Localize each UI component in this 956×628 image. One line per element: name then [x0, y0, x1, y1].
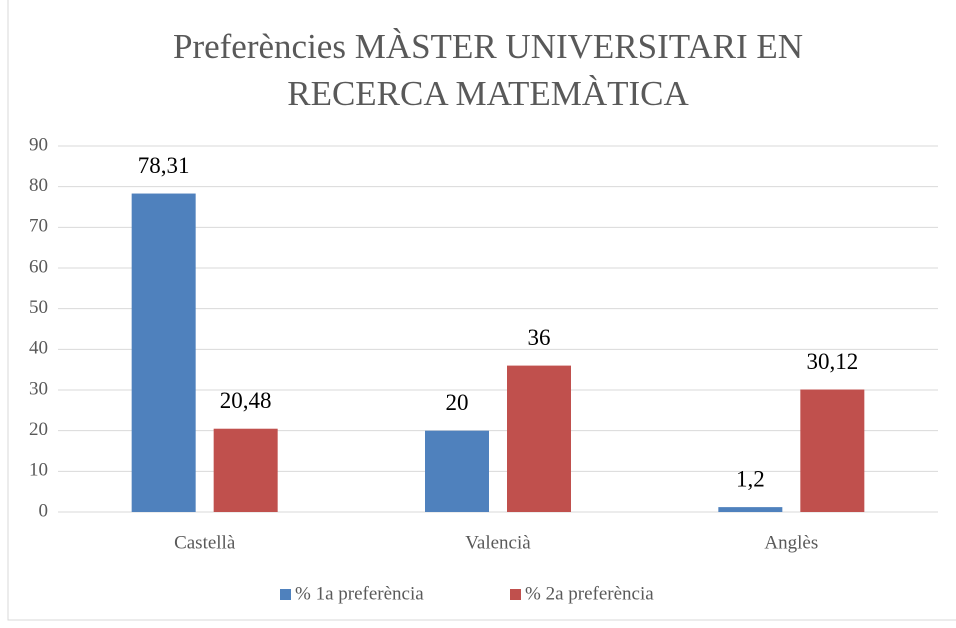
bar [213, 428, 278, 512]
legend-label: % 2a preferència [525, 583, 654, 604]
x-tick-label: Anglès [764, 532, 818, 553]
chart-title: Preferències MÀSTER UNIVERSITARI EN [173, 27, 803, 66]
data-label: 30,12 [806, 349, 858, 374]
y-tick-label: 60 [29, 256, 48, 277]
data-label: 36 [528, 325, 551, 350]
y-tick-label: 0 [39, 500, 49, 521]
chart-title: RECERCA MATEMÀTICA [287, 74, 689, 113]
legend-swatch [280, 589, 291, 600]
x-tick-label: Castellà [174, 532, 236, 553]
bar [425, 430, 489, 512]
data-label: 78,31 [138, 153, 190, 178]
y-tick-label: 10 [29, 460, 48, 481]
bar [800, 389, 865, 512]
chart-border [7, 0, 956, 621]
y-tick-label: 40 [29, 338, 48, 359]
y-tick-label: 20 [29, 419, 48, 440]
x-tick-label: Valencià [465, 532, 531, 553]
y-tick-label: 90 [29, 134, 48, 155]
bar [718, 507, 783, 512]
bar [131, 193, 196, 512]
legend-swatch [510, 589, 521, 600]
y-tick-label: 80 [29, 175, 48, 196]
y-tick-label: 50 [29, 297, 48, 318]
data-label: 20,48 [220, 388, 272, 413]
bar [507, 365, 571, 512]
y-tick-label: 70 [29, 216, 48, 237]
y-tick-label: 30 [29, 378, 48, 399]
legend-label: % 1a preferència [295, 583, 424, 604]
data-label: 20 [446, 390, 469, 415]
data-label: 1,2 [736, 466, 765, 491]
